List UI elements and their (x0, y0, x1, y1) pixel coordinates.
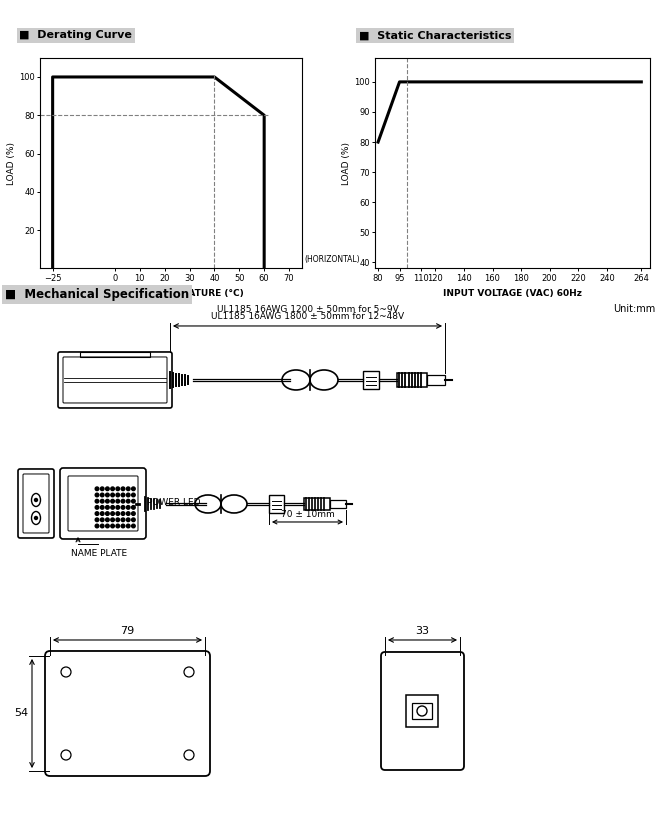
Circle shape (121, 487, 125, 491)
Circle shape (106, 512, 109, 515)
Bar (412, 703, 432, 719)
Circle shape (127, 500, 130, 503)
Circle shape (131, 525, 135, 528)
X-axis label: INPUT VOLTAGE (VAC) 60Hz: INPUT VOLTAGE (VAC) 60Hz (443, 288, 582, 297)
Circle shape (131, 518, 135, 521)
Circle shape (116, 493, 120, 496)
Circle shape (34, 516, 38, 520)
Circle shape (111, 512, 115, 515)
Bar (269, 495, 284, 513)
Circle shape (106, 518, 109, 521)
Text: Unit:mm: Unit:mm (613, 304, 655, 314)
Circle shape (121, 506, 125, 509)
Text: 70 ± 10mm: 70 ± 10mm (281, 510, 334, 519)
Circle shape (106, 500, 109, 503)
Circle shape (127, 493, 130, 496)
Circle shape (95, 525, 98, 528)
Circle shape (121, 493, 125, 496)
Bar (330, 500, 346, 508)
Circle shape (127, 518, 130, 521)
Circle shape (111, 518, 115, 521)
Text: ■  Static Characteristics: ■ Static Characteristics (358, 31, 511, 40)
Y-axis label: LOAD (%): LOAD (%) (342, 141, 351, 185)
Bar (304, 498, 330, 510)
Text: UL1185 16AWG 1800 ± 50mm for 12~48V: UL1185 16AWG 1800 ± 50mm for 12~48V (211, 312, 404, 321)
Circle shape (116, 512, 120, 515)
Circle shape (100, 525, 104, 528)
Circle shape (111, 487, 115, 491)
Text: NAME PLATE: NAME PLATE (71, 549, 127, 558)
Bar (363, 371, 379, 389)
Text: UL1185 16AWG 1200 ± 50mm for 5~9V: UL1185 16AWG 1200 ± 50mm for 5~9V (216, 305, 399, 314)
Circle shape (100, 493, 104, 496)
Text: ■  Derating Curve: ■ Derating Curve (19, 31, 132, 40)
Circle shape (100, 518, 104, 521)
Circle shape (111, 500, 115, 503)
Circle shape (127, 506, 130, 509)
Circle shape (131, 487, 135, 491)
Circle shape (116, 525, 120, 528)
Circle shape (100, 506, 104, 509)
Circle shape (95, 493, 98, 496)
Circle shape (127, 512, 130, 515)
Circle shape (106, 506, 109, 509)
Circle shape (100, 500, 104, 503)
Circle shape (121, 525, 125, 528)
Bar (397, 373, 427, 387)
Circle shape (127, 487, 130, 491)
Circle shape (95, 487, 98, 491)
Circle shape (127, 525, 130, 528)
Text: 33: 33 (415, 626, 429, 636)
Circle shape (34, 498, 38, 501)
Circle shape (131, 512, 135, 515)
Circle shape (121, 518, 125, 521)
Circle shape (106, 525, 109, 528)
Circle shape (116, 506, 120, 509)
Circle shape (95, 512, 98, 515)
Circle shape (131, 493, 135, 496)
Y-axis label: LOAD (%): LOAD (%) (7, 141, 16, 185)
Circle shape (116, 487, 120, 491)
Bar (80, 352, 150, 357)
Text: (HORIZONTAL): (HORIZONTAL) (304, 255, 360, 264)
Text: POWER LED: POWER LED (147, 498, 200, 507)
Circle shape (111, 525, 115, 528)
Circle shape (95, 500, 98, 503)
Bar (427, 375, 445, 385)
Circle shape (106, 493, 109, 496)
Circle shape (111, 493, 115, 496)
Text: ■  Mechanical Specification: ■ Mechanical Specification (5, 288, 189, 301)
Circle shape (116, 518, 120, 521)
Circle shape (95, 506, 98, 509)
Circle shape (121, 512, 125, 515)
Circle shape (95, 518, 98, 521)
Circle shape (131, 506, 135, 509)
Bar (406, 695, 438, 727)
X-axis label: AMBIENT TEMPERATURE (°C): AMBIENT TEMPERATURE (°C) (98, 288, 244, 297)
Circle shape (121, 500, 125, 503)
Circle shape (116, 500, 120, 503)
Circle shape (111, 506, 115, 509)
Circle shape (131, 500, 135, 503)
Circle shape (106, 487, 109, 491)
Circle shape (100, 512, 104, 515)
Circle shape (100, 487, 104, 491)
Text: 79: 79 (121, 626, 135, 636)
Text: 54: 54 (14, 709, 28, 719)
